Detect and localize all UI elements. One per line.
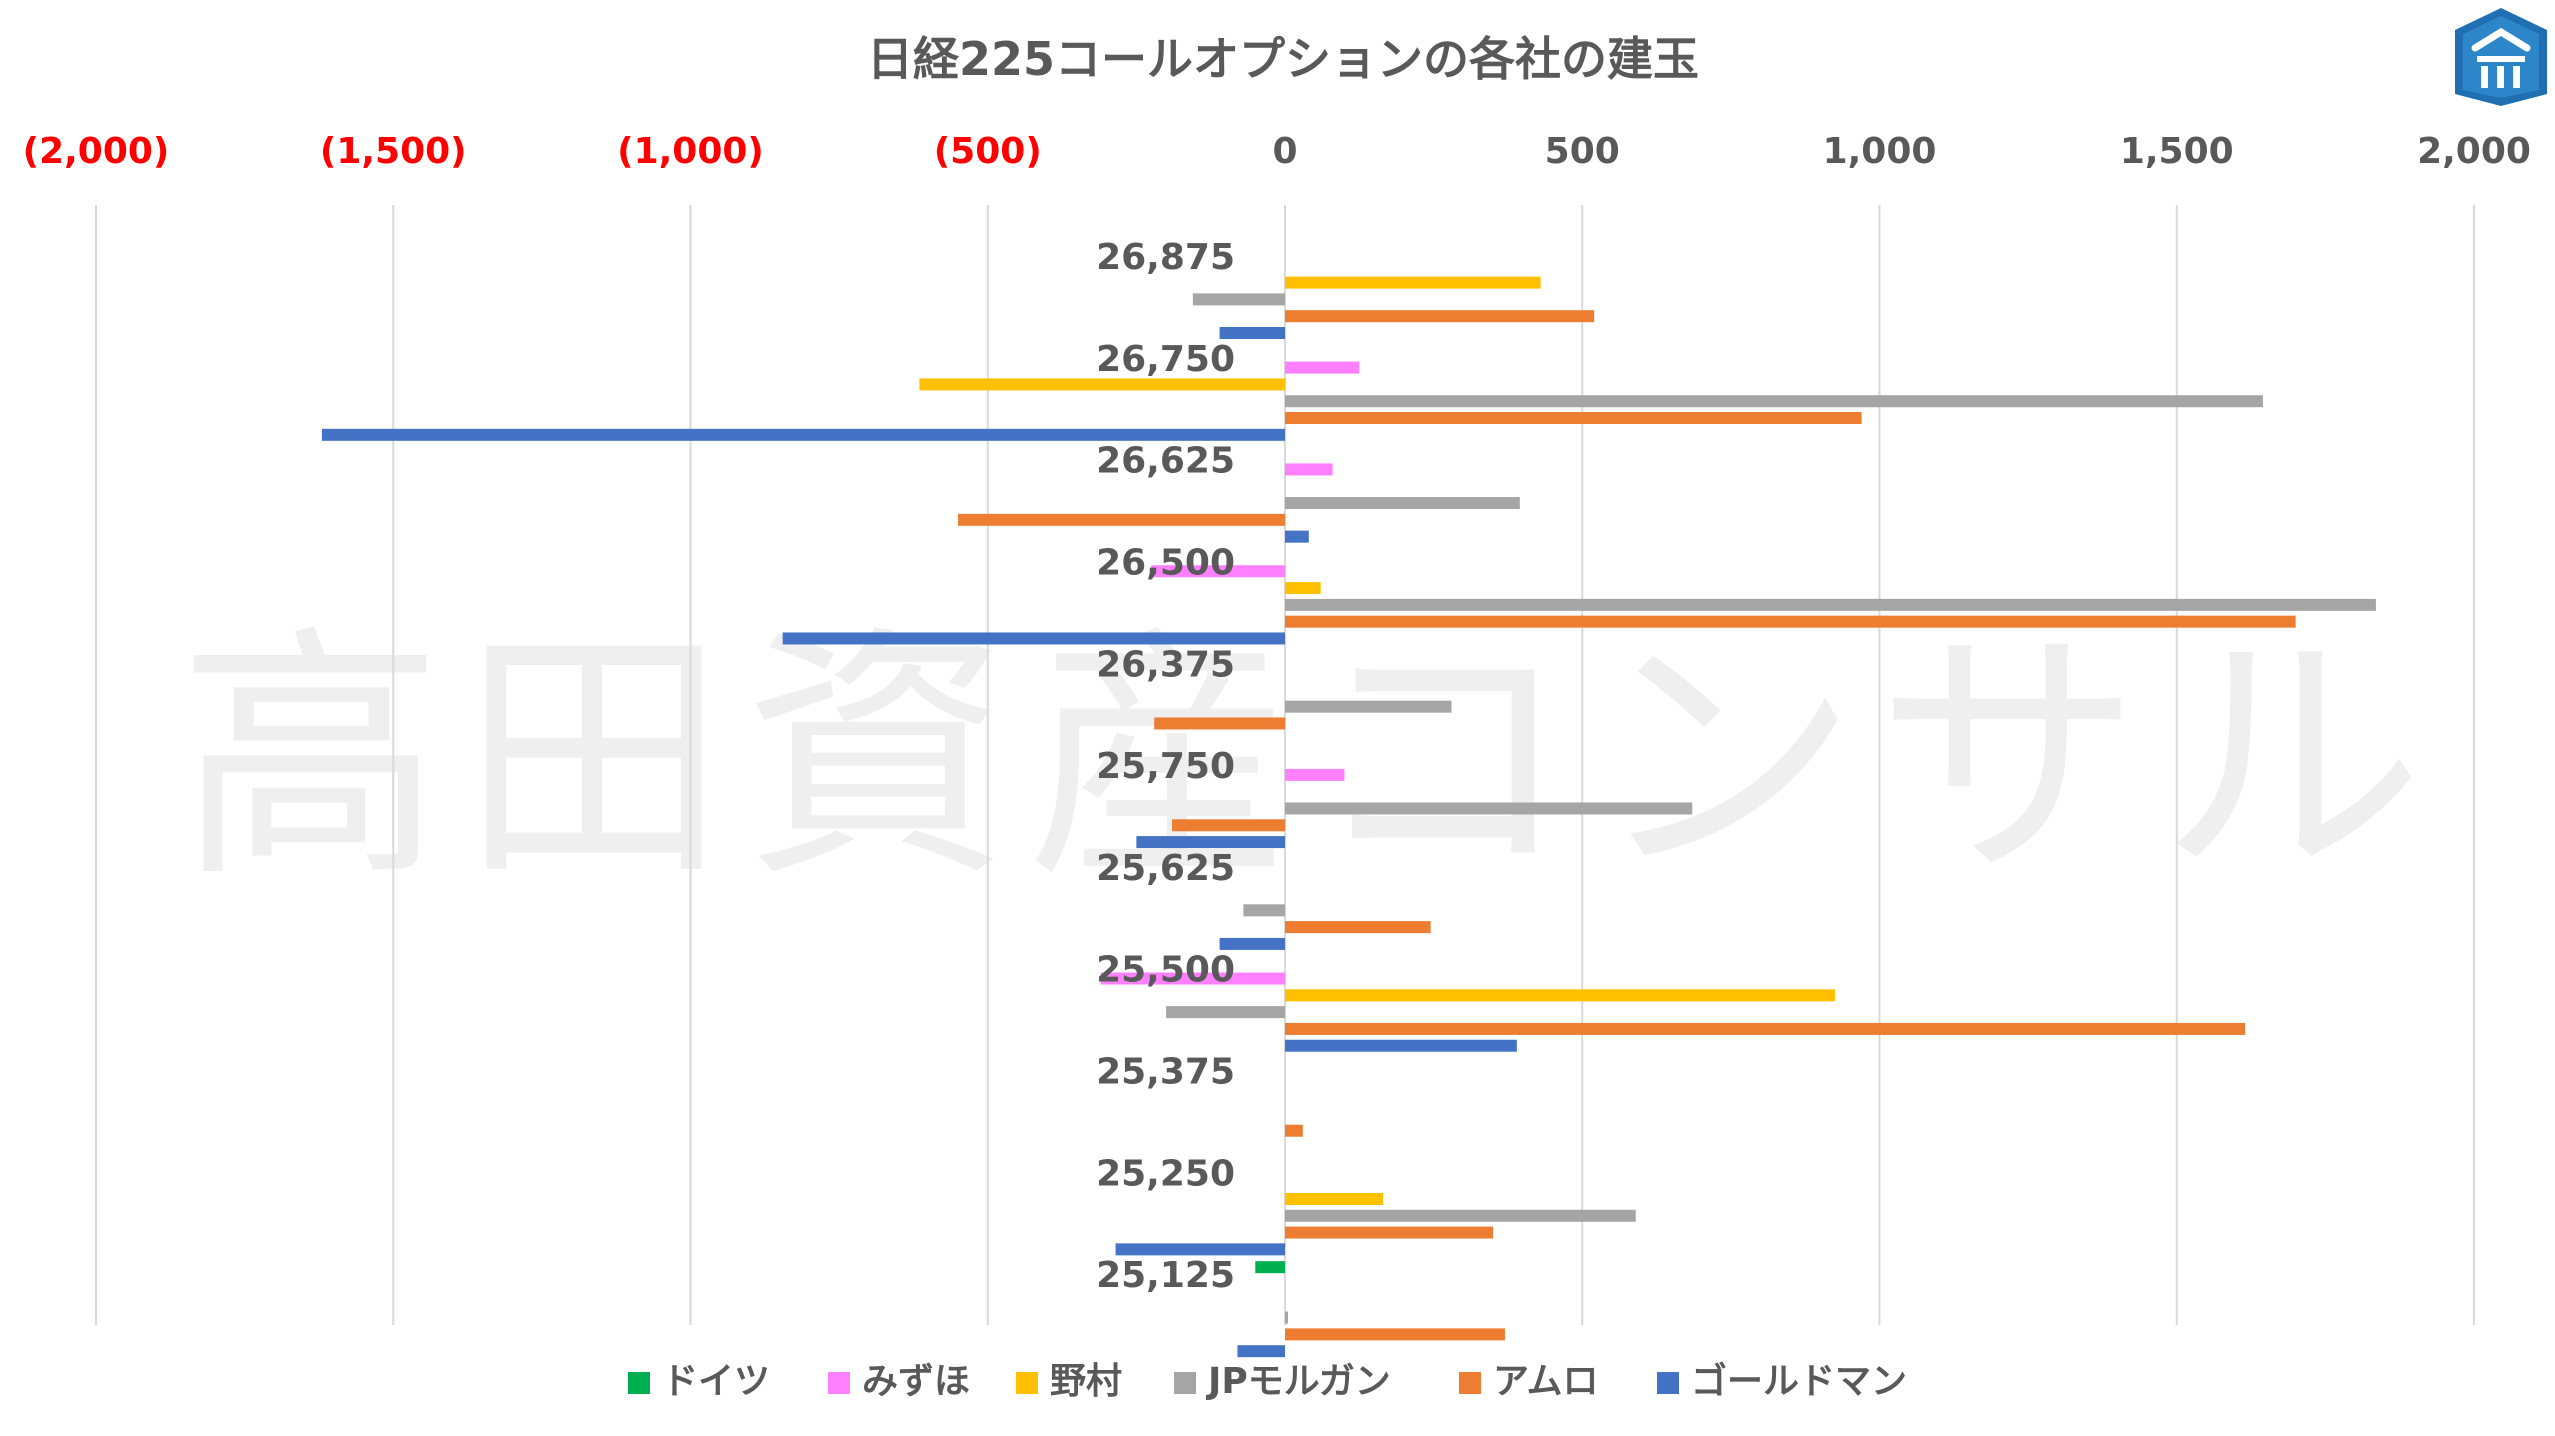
logo-icon	[2455, 8, 2547, 106]
bar-アムロ-25,750	[1172, 819, 1285, 832]
x-tick-label-3: (500)	[934, 131, 1042, 172]
legend-label-5: ゴールドマン	[1691, 1360, 1907, 1402]
bar-JPモルガン-25,500	[1166, 1006, 1285, 1019]
bar-JPモルガン-25,750	[1285, 802, 1693, 815]
x-tick-label-1: (1,500)	[320, 131, 467, 172]
legend-swatch-5	[1657, 1372, 1679, 1394]
legend-swatch-0	[628, 1372, 650, 1394]
bar-アムロ-26,750	[1285, 412, 1862, 425]
legend-label-1: みずほ	[862, 1361, 970, 1402]
bar-ゴールドマン-25,500	[1285, 1039, 1517, 1052]
category-label-5: 25,750	[1096, 746, 1235, 787]
category-label-0: 26,875	[1096, 237, 1235, 278]
bar-JPモルガン-26,875	[1192, 293, 1285, 306]
bar-ゴールドマン-25,250	[1115, 1243, 1285, 1256]
bar-アムロ-25,625	[1285, 921, 1431, 934]
x-tick-label-5: 500	[1545, 131, 1620, 172]
category-label-10: 25,125	[1096, 1255, 1235, 1296]
bar-JPモルガン-25,250	[1285, 1209, 1636, 1222]
bar-JPモルガン-26,500	[1285, 598, 2376, 611]
bar-JPモルガン-26,750	[1285, 395, 2263, 408]
category-labels: 26,875 26,750 26,625 26,500 26,375 25,750 25,6…	[1096, 237, 1235, 1296]
x-axis-ticks: (2,000) (1,500) (1,000) (500) 0 500 1,000 1,500…	[23, 131, 2531, 172]
legend: ドイツ みずほ 野村 JPモルガン アムロ ゴールドマン	[628, 1360, 1907, 1402]
bar-ゴールドマン-26,625	[1285, 530, 1309, 543]
bars	[321, 276, 2376, 1358]
bar-みずほ-26,750	[1285, 361, 1360, 374]
bar-みずほ-25,750	[1285, 768, 1345, 781]
category-label-4: 26,375	[1096, 644, 1235, 685]
bar-ゴールドマン-25,125	[1237, 1345, 1285, 1358]
legend-swatch-1	[828, 1372, 850, 1394]
gridlines	[95, 205, 2475, 1325]
legend-label-0: ドイツ	[662, 1361, 770, 1402]
bar-JPモルガン-25,125	[1285, 1311, 1288, 1324]
bar-アムロ-26,875	[1285, 310, 1595, 323]
x-tick-label-0: (2,000)	[23, 131, 170, 172]
bar-ドイツ-25,125	[1255, 1261, 1285, 1274]
bar-野村-26,750	[919, 378, 1285, 391]
x-tick-label-8: 2,000	[2417, 131, 2531, 172]
category-label-1: 26,750	[1096, 339, 1235, 380]
legend-swatch-3	[1174, 1372, 1196, 1394]
x-tick-label-4: 0	[1272, 131, 1297, 172]
bar-ゴールドマン-26,750	[321, 428, 1285, 441]
chart-title: 日経225コールオプションの各社の建玉	[867, 32, 1699, 86]
legend-label-3: JPモルガン	[1205, 1361, 1391, 1402]
bar-野村-26,875	[1285, 276, 1541, 289]
bar-ゴールドマン-25,625	[1219, 937, 1285, 950]
bar-野村-25,500	[1285, 989, 1835, 1002]
bar-JPモルガン-25,625	[1243, 904, 1285, 917]
category-label-3: 26,500	[1096, 542, 1235, 583]
bar-ゴールドマン-26,875	[1219, 327, 1285, 339]
bar-ゴールドマン-25,750	[1136, 836, 1285, 849]
legend-label-2: 野村	[1050, 1361, 1122, 1402]
bar-ゴールドマン-26,500	[782, 632, 1285, 645]
bar-アムロ-26,500	[1285, 615, 2296, 628]
category-label-9: 25,250	[1096, 1153, 1235, 1194]
bar-みずほ-25,500	[1100, 972, 1285, 985]
bar-アムロ-25,500	[1285, 1022, 2246, 1035]
legend-label-4: アムロ	[1493, 1361, 1598, 1402]
x-tick-label-7: 1,500	[2120, 131, 2234, 172]
bar-野村-26,500	[1285, 582, 1321, 595]
bar-アムロ-26,625	[958, 513, 1285, 526]
bar-アムロ-25,250	[1285, 1226, 1494, 1239]
category-label-2: 26,625	[1096, 441, 1235, 482]
bar-みずほ-26,625	[1285, 463, 1333, 476]
bar-JPモルガン-26,375	[1285, 700, 1452, 713]
category-label-7: 25,500	[1096, 950, 1235, 991]
category-label-6: 25,625	[1096, 848, 1235, 889]
bar-アムロ-26,375	[1154, 717, 1285, 730]
x-tick-label-6: 1,000	[1823, 131, 1937, 172]
bar-野村-25,250	[1285, 1192, 1384, 1205]
bar-アムロ-25,125	[1285, 1328, 1505, 1341]
x-tick-label-2: (1,000)	[617, 131, 764, 172]
legend-swatch-4	[1459, 1372, 1481, 1394]
bar-みずほ-26,500	[1151, 565, 1285, 578]
bar-アムロ-25,375	[1285, 1124, 1303, 1137]
category-label-8: 25,375	[1096, 1052, 1235, 1093]
watermark: 高田資産コンサル	[178, 605, 2442, 913]
bar-JPモルガン-26,625	[1285, 497, 1520, 510]
legend-swatch-2	[1016, 1372, 1038, 1394]
